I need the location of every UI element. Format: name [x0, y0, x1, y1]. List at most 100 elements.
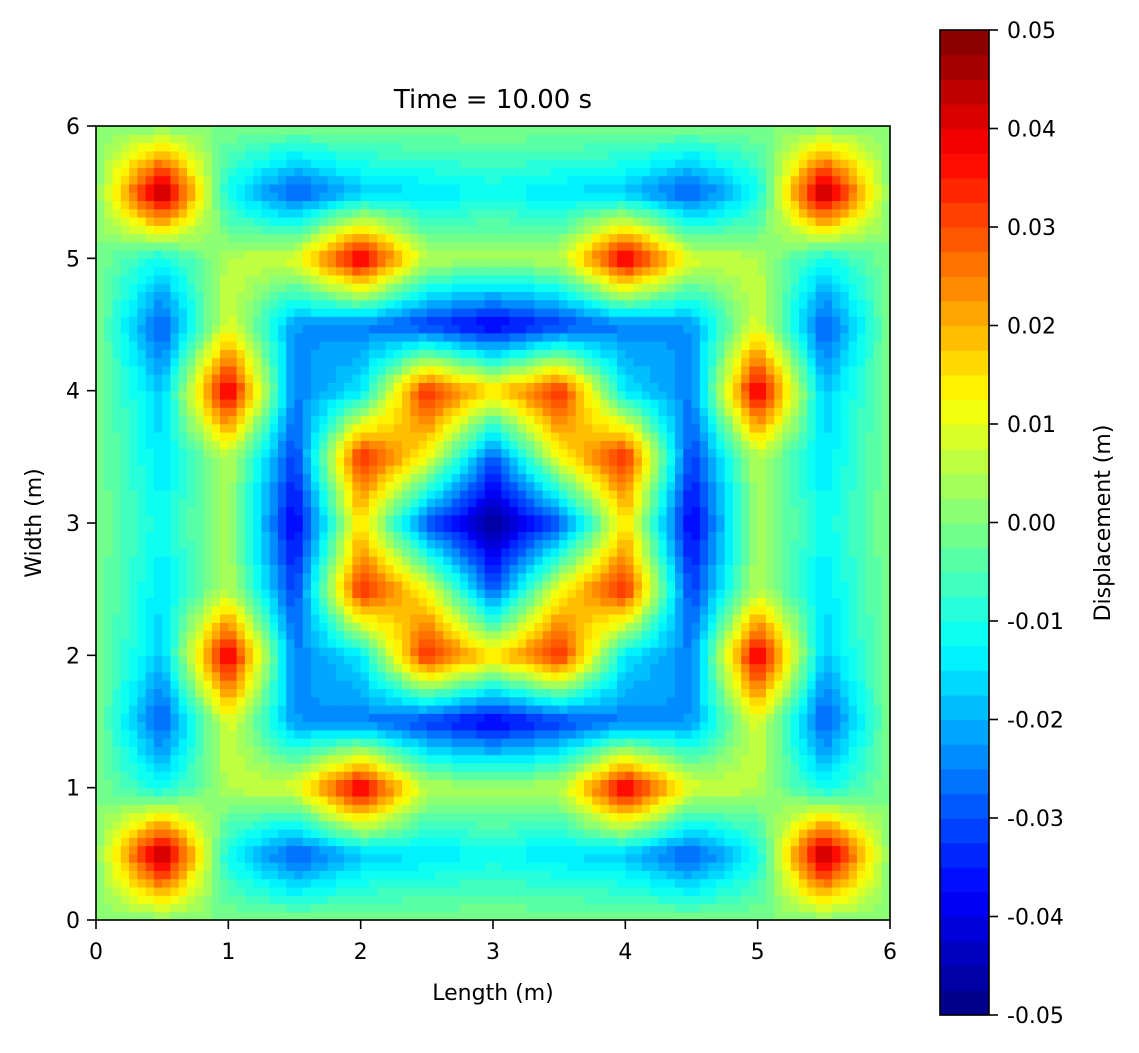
heatmap-cell — [385, 506, 395, 516]
heatmap-cell — [377, 589, 387, 599]
heatmap-cell — [741, 886, 750, 896]
heatmap-cell — [459, 597, 469, 607]
heatmap-cell — [493, 556, 502, 565]
heatmap-cell — [600, 812, 610, 822]
heatmap-cell — [765, 655, 775, 665]
heatmap-cell — [509, 539, 519, 549]
heatmap-cell — [286, 729, 296, 739]
heatmap-cell — [832, 895, 841, 905]
heatmap-cell — [120, 829, 130, 838]
heatmap-cell — [368, 704, 378, 714]
heatmap-cell — [840, 704, 850, 714]
heatmap-cell — [385, 895, 395, 905]
heatmap-cell — [236, 870, 246, 880]
heatmap-cell — [186, 787, 196, 797]
heatmap-cell — [377, 853, 387, 863]
heatmap-cell — [129, 547, 138, 557]
heatmap-cell — [534, 663, 544, 673]
heatmap-cell — [534, 878, 544, 888]
heatmap-cell — [236, 721, 246, 731]
heatmap-cell — [352, 704, 362, 714]
heatmap-cell — [344, 630, 353, 640]
heatmap-cell — [873, 647, 883, 656]
heatmap-cell — [410, 895, 420, 905]
heatmap-cell — [335, 787, 345, 797]
heatmap-cell — [153, 895, 163, 905]
heatmap-cell — [418, 680, 428, 690]
heatmap-cell — [96, 498, 105, 508]
heatmap-cell — [261, 870, 271, 880]
heatmap-cell — [352, 514, 362, 524]
heatmap-cell — [509, 514, 519, 524]
heatmap-cell — [765, 523, 775, 532]
heatmap-cell — [195, 696, 205, 706]
heatmap-cell — [377, 622, 387, 632]
heatmap-cell — [650, 696, 660, 706]
heatmap-cell — [244, 671, 254, 681]
heatmap-cell — [443, 829, 453, 838]
heatmap-cell — [741, 688, 750, 698]
heatmap-cell — [765, 630, 775, 640]
heatmap-cell — [790, 787, 800, 797]
heatmap-cell — [311, 903, 320, 913]
heatmap-cell — [319, 622, 329, 632]
heatmap-cell — [666, 523, 676, 532]
heatmap-cell — [865, 878, 875, 888]
heatmap-cell — [236, 622, 246, 632]
heatmap-cell — [592, 870, 602, 880]
heatmap-cell — [476, 564, 486, 574]
heatmap-cell — [377, 514, 387, 524]
heatmap-cell — [203, 820, 213, 830]
heatmap-cell — [426, 680, 436, 690]
heatmap-cell — [807, 663, 817, 673]
heatmap-cell — [368, 547, 378, 557]
heatmap-cell — [625, 762, 635, 772]
heatmap-cell — [517, 523, 527, 532]
heatmap-cell — [459, 903, 469, 913]
heatmap-cell — [633, 638, 643, 648]
heatmap-cell — [782, 903, 792, 913]
heatmap-cell — [261, 498, 271, 508]
heatmap-cell — [302, 804, 312, 814]
heatmap-cell — [526, 746, 535, 756]
heatmap-cell — [633, 845, 643, 855]
heatmap-cell — [137, 895, 147, 905]
heatmap-cell — [873, 655, 883, 665]
heatmap-cell — [765, 597, 775, 607]
heatmap-cell — [352, 771, 362, 780]
heatmap-cell — [873, 870, 883, 880]
heatmap-cell — [732, 837, 742, 847]
heatmap-cell — [749, 547, 759, 557]
heatmap-cell — [699, 630, 709, 640]
heatmap-cell — [286, 630, 296, 640]
heatmap-cell — [253, 597, 263, 607]
heatmap-cell — [873, 713, 883, 723]
heatmap-cell — [815, 870, 825, 880]
heatmap-cell — [559, 771, 569, 780]
heatmap-cell — [178, 829, 188, 838]
heatmap-cell — [840, 597, 850, 607]
heatmap-cell — [269, 795, 279, 805]
heatmap-cell — [790, 638, 800, 648]
heatmap-cell — [658, 688, 668, 698]
heatmap-cell — [327, 754, 337, 764]
heatmap-cell — [534, 506, 544, 516]
heatmap-cell — [153, 845, 163, 855]
heatmap-cell — [269, 547, 279, 557]
heatmap-cell — [443, 729, 453, 739]
heatmap-cell — [178, 812, 188, 822]
heatmap-cell — [443, 878, 453, 888]
heatmap-cell — [137, 489, 147, 499]
heatmap-cell — [658, 804, 668, 814]
heatmap-cell — [170, 572, 180, 582]
heatmap-cell — [319, 762, 329, 772]
heatmap-cell — [493, 812, 502, 822]
heatmap-cell — [493, 862, 502, 871]
heatmap-cell — [368, 820, 378, 830]
heatmap-cell — [459, 506, 469, 516]
heatmap-cell — [641, 647, 651, 656]
heatmap-cell — [517, 539, 527, 549]
heatmap-cell — [484, 630, 494, 640]
heatmap-cell — [145, 820, 155, 830]
heatmap-cell — [170, 812, 180, 822]
